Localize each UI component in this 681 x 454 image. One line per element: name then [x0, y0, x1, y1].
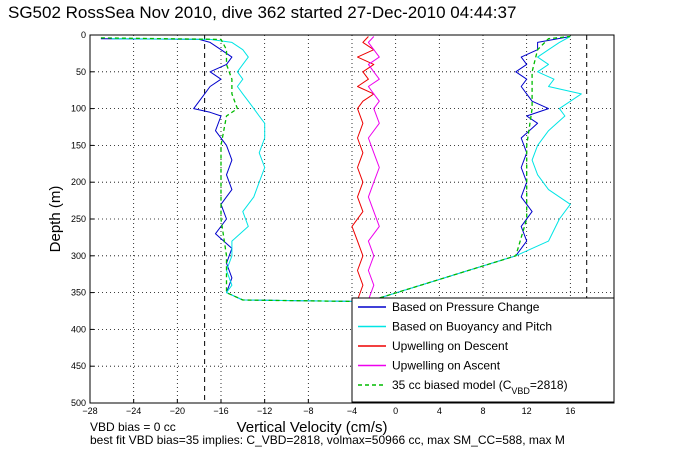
legend-box: [351, 297, 615, 403]
y-tick-label: 450: [71, 361, 86, 371]
y-tick-label: 100: [71, 104, 86, 114]
x-tick-label: −8: [303, 406, 313, 416]
x-tick-label: 16: [565, 406, 575, 416]
x-tick-label: 8: [480, 406, 485, 416]
y-tick-label: 0: [81, 30, 86, 40]
x-tick-label: −16: [213, 406, 228, 416]
legend-label-4: Upwelling on Ascent: [392, 359, 501, 373]
y-axis-label: Depth (m): [47, 186, 64, 253]
footer-line-1: VBD bias = 0 cc: [90, 420, 176, 434]
series-lines: [100, 35, 582, 303]
x-tick-label: 12: [522, 406, 532, 416]
y-tick-label: 500: [71, 398, 86, 408]
x-axis-label: Vertical Velocity (cm/s): [237, 419, 388, 436]
series-line-4: [367, 36, 380, 301]
y-tick-label: 150: [71, 140, 86, 150]
series-line-5: [100, 35, 571, 303]
y-tick-label: 50: [76, 67, 86, 77]
legend: Based on Pressure Change Based on Buoyanc…: [351, 297, 615, 403]
x-tick-label: −28: [82, 406, 97, 416]
legend-label-3: Upwelling on Descent: [392, 339, 509, 353]
x-tick-label: 0: [393, 406, 398, 416]
x-tick-label: −24: [126, 406, 141, 416]
y-tick-label: 250: [71, 214, 86, 224]
y-tick-label: 200: [71, 177, 86, 187]
x-tick-label: 4: [437, 406, 442, 416]
x-tick-label: −20: [170, 406, 185, 416]
y-tick-label: 350: [71, 288, 86, 298]
x-tick-label: −12: [257, 406, 272, 416]
x-tick-label: −4: [347, 406, 357, 416]
y-tick-label: 400: [71, 324, 86, 334]
plot-frame: [89, 34, 615, 404]
legend-label-1: Based on Pressure Change: [392, 300, 540, 314]
chart-title: SG502 RossSea Nov 2010, dive 362 started…: [8, 3, 516, 22]
y-tick-label: 300: [71, 251, 86, 261]
footer-line-2: best fit VBD bias=35 implies: C_VBD=2818…: [90, 433, 565, 447]
y-ticks: 0 50 100 150 200 250 300 350 400 450 500: [71, 30, 94, 408]
series-line-2: [111, 36, 582, 302]
legend-label-2: Based on Buoyancy and Pitch: [392, 320, 552, 334]
